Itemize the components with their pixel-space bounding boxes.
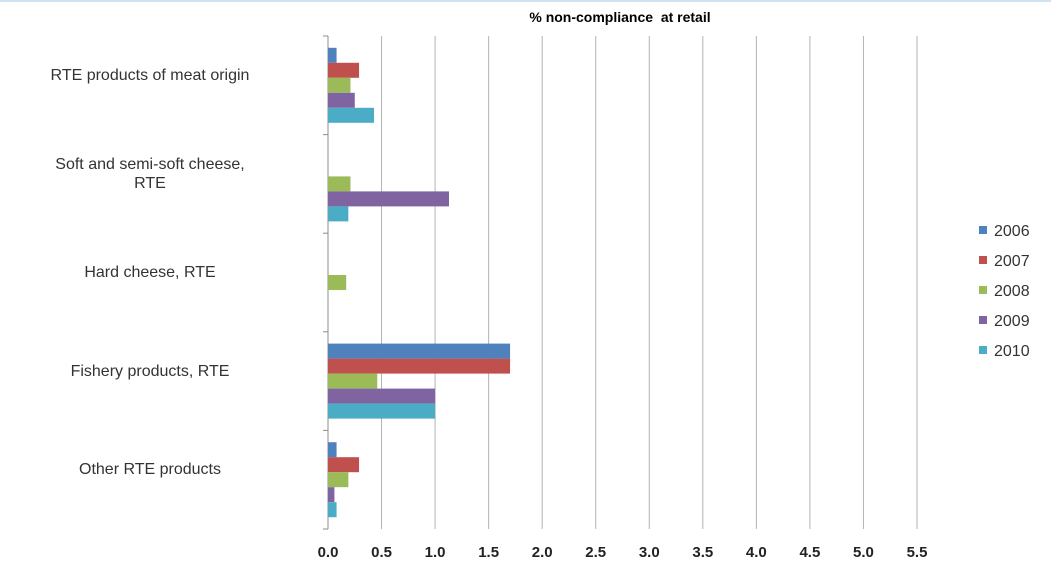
- bar: [328, 275, 347, 290]
- bar: [328, 358, 511, 374]
- legend-swatch: [979, 346, 987, 354]
- bar: [328, 472, 349, 488]
- bar: [328, 47, 337, 63]
- x-tick-label: 0.5: [371, 544, 392, 561]
- category-label: Other RTE products: [0, 460, 300, 479]
- x-tick-label: 5.0: [853, 544, 874, 561]
- x-tick-label: 2.0: [532, 544, 553, 561]
- bar: [328, 373, 378, 389]
- bar: [328, 502, 337, 518]
- category-label: RTE products of meat origin: [0, 66, 300, 85]
- top-border: [0, 0, 1051, 2]
- bar: [328, 343, 511, 359]
- category-label-line: RTE: [134, 174, 166, 192]
- bar: [328, 457, 360, 473]
- bar: [328, 206, 349, 222]
- bar: [328, 92, 355, 108]
- bar: [328, 487, 335, 503]
- bar: [328, 107, 375, 123]
- category-label-line: Other RTE products: [79, 461, 221, 479]
- legend-label: 2009: [994, 313, 1030, 330]
- category-label: Hard cheese, RTE: [0, 263, 300, 282]
- bar: [328, 403, 436, 419]
- bar: [328, 191, 450, 207]
- legend-label: 2010: [994, 343, 1030, 360]
- legend-swatch: [979, 286, 987, 294]
- x-tick-label: 2.5: [585, 544, 606, 561]
- legend-swatch: [979, 316, 987, 324]
- category-label: Soft and semi-soft cheese, RTE: [0, 155, 300, 193]
- legend-swatch: [979, 226, 987, 234]
- bar: [328, 442, 337, 458]
- category-label-line: Hard cheese, RTE: [84, 264, 216, 281]
- legend-swatch: [979, 256, 987, 264]
- x-tick-label: 4.5: [799, 544, 820, 561]
- category-label: Fishery products, RTE: [0, 362, 300, 381]
- bar: [328, 388, 436, 404]
- x-tick-label: 1.5: [478, 544, 499, 561]
- bar: [328, 77, 351, 93]
- category-label-line: Soft and semi-soft cheese,: [55, 155, 245, 173]
- x-tick-label: 0.0: [318, 544, 339, 561]
- bar: [328, 176, 351, 192]
- legend-label: 2007: [994, 253, 1030, 270]
- x-tick-label: 1.0: [425, 544, 446, 561]
- bar: [328, 62, 360, 78]
- legend-label: 2008: [994, 283, 1030, 300]
- x-tick-label: 5.5: [907, 544, 928, 561]
- chart-title: % non-compliance at retail: [529, 9, 710, 25]
- category-label-line: Fishery products, RTE: [70, 362, 230, 380]
- legend-label: 2006: [994, 223, 1030, 240]
- x-tick-label: 4.0: [746, 544, 767, 561]
- x-tick-label: 3.0: [639, 544, 660, 561]
- category-label-line: RTE products of meat origin: [50, 66, 250, 84]
- x-tick-label: 3.5: [692, 544, 713, 561]
